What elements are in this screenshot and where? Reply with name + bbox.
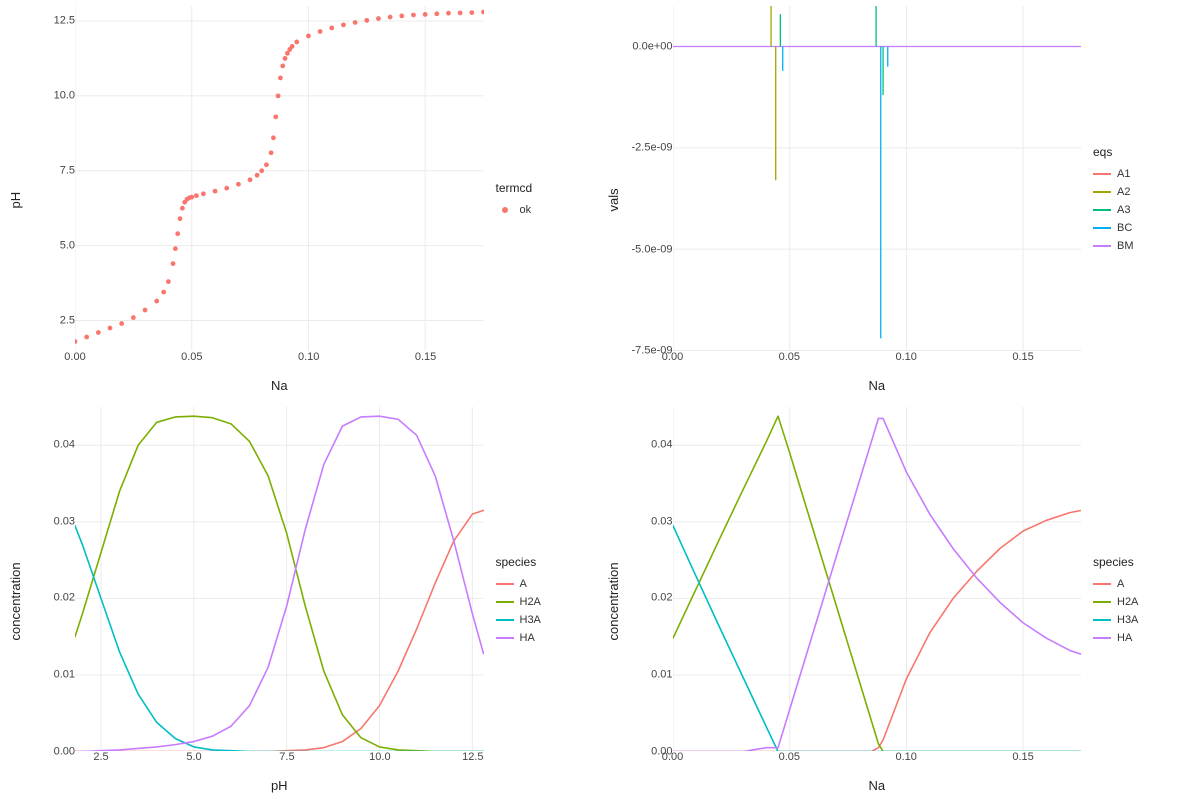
panel-br-legend: species A H2A H3A HA — [1081, 407, 1191, 796]
series-A — [673, 510, 1082, 751]
legend-item: ok — [496, 204, 594, 216]
legend-label: H3A — [520, 614, 541, 626]
panel-tr-yticks: -7.5e-09-5.0e-09-2.5e-090.0e+00 — [623, 6, 673, 351]
legend-label: A1 — [1117, 168, 1130, 180]
legend-item: A — [1093, 578, 1191, 590]
scatter-series — [75, 10, 484, 344]
legend-title: eqs — [1093, 145, 1191, 159]
panel-tl-xticks: 0.000.050.100.15 — [75, 351, 484, 370]
legend-line-icon — [1093, 614, 1111, 626]
legend-line-icon — [1093, 204, 1111, 216]
figure-grid: pH 2.55.07.510.012.5 0.000.050.100.15 Na… — [0, 0, 1195, 801]
legend-line-icon — [496, 596, 514, 608]
panel-tr-plot-area — [673, 6, 1082, 351]
series-H3A — [75, 525, 484, 751]
legend-item: BC — [1093, 222, 1191, 234]
panel-tr: vals -7.5e-09-5.0e-09-2.5e-090.0e+00 0.0… — [598, 0, 1195, 401]
series-H2A — [75, 416, 484, 751]
legend-item: H2A — [1093, 596, 1191, 608]
legend-label: HA — [520, 632, 535, 644]
legend-item: A — [496, 578, 594, 590]
legend-label: BC — [1117, 222, 1132, 234]
legend-item: HA — [496, 632, 594, 644]
panel-bl-ylabel: concentration — [6, 407, 25, 796]
legend-title: species — [496, 555, 594, 569]
legend-item: BM — [1093, 240, 1191, 252]
legend-line-icon — [1093, 240, 1111, 252]
legend-line-icon — [1093, 596, 1111, 608]
panel-bl-yticks: 0.000.010.020.030.04 — [25, 407, 75, 752]
legend-line-icon — [496, 632, 514, 644]
legend-line-icon — [1093, 578, 1111, 590]
panel-br-ylabel: concentration — [604, 407, 623, 796]
legend-label: ok — [520, 204, 532, 216]
panel-tr-legend: eqs A1 A2 A3 BC BM — [1081, 6, 1191, 395]
legend-item: A3 — [1093, 204, 1191, 216]
legend-point-icon — [496, 204, 514, 216]
legend-title: species — [1093, 555, 1191, 569]
legend-item: A1 — [1093, 168, 1191, 180]
legend-title: termcd — [496, 181, 594, 195]
panel-bl-plot-area — [75, 407, 484, 752]
panel-br: concentration 0.000.010.020.030.04 0.000… — [598, 401, 1195, 801]
panel-br-yticks: 0.000.010.020.030.04 — [623, 407, 673, 752]
legend-label: H2A — [520, 596, 541, 608]
panel-tl-xlabel: Na — [75, 370, 484, 395]
panel-tl-plot-area — [75, 6, 484, 351]
legend-item: HA — [1093, 632, 1191, 644]
panel-bl-xticks: 2.55.07.510.012.5 — [75, 751, 484, 770]
panel-bl-legend: species A H2A H3A HA — [484, 407, 594, 796]
legend-line-icon — [1093, 222, 1111, 234]
panel-tl: pH 2.55.07.510.012.5 0.000.050.100.15 Na… — [0, 0, 598, 401]
panel-tr-ylabel: vals — [604, 6, 623, 395]
legend-item: H3A — [496, 614, 594, 626]
series-H2A — [673, 416, 1082, 751]
panel-bl: concentration 0.000.010.020.030.04 2.55.… — [0, 401, 598, 801]
legend-label: A — [1117, 578, 1124, 590]
legend-label: H3A — [1117, 614, 1138, 626]
legend-item: H3A — [1093, 614, 1191, 626]
panel-tr-xticks: 0.000.050.100.15 — [673, 351, 1082, 370]
legend-label: H2A — [1117, 596, 1138, 608]
legend-label: BM — [1117, 240, 1134, 252]
legend-label: A2 — [1117, 186, 1130, 198]
panel-tl-yticks: 2.55.07.510.012.5 — [25, 6, 75, 351]
legend-line-icon — [496, 614, 514, 626]
panel-tr-xlabel: Na — [673, 370, 1082, 395]
legend-line-icon — [1093, 168, 1111, 180]
panel-tl-legend: termcd ok — [484, 6, 594, 395]
legend-label: A3 — [1117, 204, 1130, 216]
legend-label: A — [520, 578, 527, 590]
panel-tl-ylabel: pH — [6, 6, 25, 395]
legend-line-icon — [496, 578, 514, 590]
legend-label: HA — [1117, 632, 1132, 644]
series-H3A — [673, 525, 1082, 751]
legend-item: A2 — [1093, 186, 1191, 198]
legend-item: H2A — [496, 596, 594, 608]
series-HA — [673, 418, 1082, 751]
panel-br-xlabel: Na — [673, 770, 1082, 795]
panel-bl-xlabel: pH — [75, 770, 484, 795]
legend-line-icon — [1093, 632, 1111, 644]
panel-br-xticks: 0.000.050.100.15 — [673, 751, 1082, 770]
legend-line-icon — [1093, 186, 1111, 198]
series-HA — [75, 416, 484, 751]
panel-br-plot-area — [673, 407, 1082, 752]
